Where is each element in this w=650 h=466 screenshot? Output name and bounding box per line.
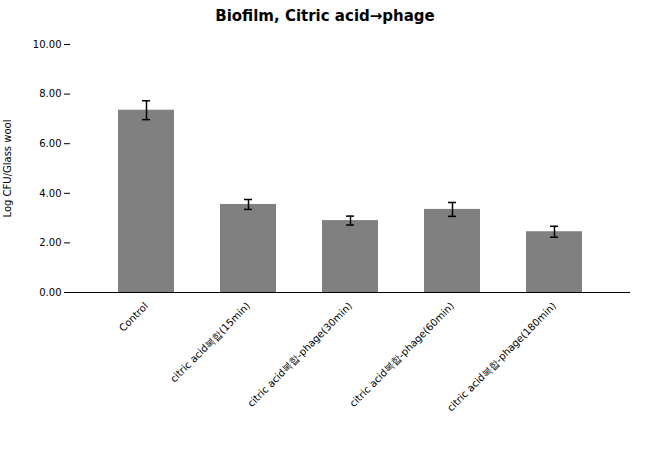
svg-text:2.00: 2.00 bbox=[39, 237, 61, 248]
svg-text:Log CFU/Glass wool: Log CFU/Glass wool bbox=[2, 120, 13, 218]
svg-text:citric acid복합-phage(180min): citric acid복합-phage(180min) bbox=[445, 300, 558, 413]
svg-text:citric acid복합(15min): citric acid복합(15min) bbox=[168, 300, 252, 384]
svg-text:4.00: 4.00 bbox=[39, 188, 61, 199]
html-text:Biofilm, Citric acid→phage: Biofilm, Citric acid→phage bbox=[215, 7, 435, 25]
svg-text:10.00: 10.00 bbox=[33, 39, 62, 50]
svg-text:0.00: 0.00 bbox=[39, 287, 61, 298]
svg-text:citric acid복합-phage(60min): citric acid복합-phage(60min) bbox=[347, 300, 456, 409]
svg-text:Control: Control bbox=[117, 300, 150, 333]
svg-text:8.00: 8.00 bbox=[39, 88, 61, 99]
svg-text:6.00: 6.00 bbox=[39, 138, 61, 149]
svg-text:citric acid복합-phage(30min): citric acid복합-phage(30min) bbox=[245, 300, 354, 409]
